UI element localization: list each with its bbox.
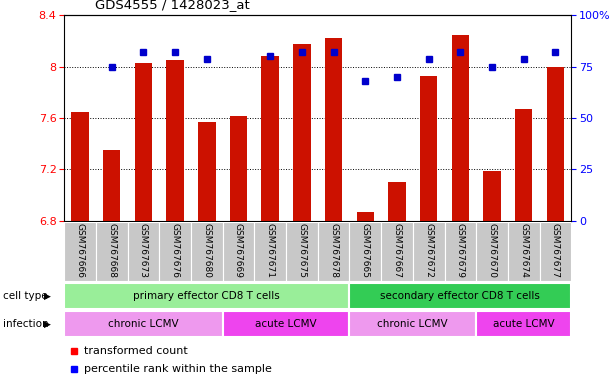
Text: acute LCMV: acute LCMV [493, 319, 555, 329]
Text: secondary effector CD8 T cells: secondary effector CD8 T cells [381, 291, 540, 301]
Text: percentile rank within the sample: percentile rank within the sample [84, 364, 273, 374]
Bar [64, 283, 349, 309]
Text: GSM767667: GSM767667 [392, 223, 401, 278]
Bar [166, 60, 184, 221]
Bar [476, 222, 508, 281]
Text: GSM767673: GSM767673 [139, 223, 148, 278]
Bar [64, 311, 222, 337]
Bar [254, 222, 286, 281]
Bar [286, 222, 318, 281]
Text: GSM767675: GSM767675 [298, 223, 306, 278]
Bar [476, 311, 571, 337]
Bar [349, 311, 476, 337]
Text: GSM767672: GSM767672 [424, 223, 433, 278]
Text: GDS4555 / 1428023_at: GDS4555 / 1428023_at [95, 0, 249, 12]
Text: GSM767669: GSM767669 [234, 223, 243, 278]
Bar [134, 63, 152, 221]
Bar [413, 222, 445, 281]
Text: infection: infection [3, 319, 49, 329]
Bar [103, 150, 120, 221]
Bar [420, 76, 437, 221]
Bar [547, 67, 564, 221]
Bar [357, 212, 374, 221]
Text: GSM767679: GSM767679 [456, 223, 465, 278]
Bar [96, 222, 128, 281]
Text: GSM767670: GSM767670 [488, 223, 497, 278]
Text: primary effector CD8 T cells: primary effector CD8 T cells [133, 291, 280, 301]
Text: acute LCMV: acute LCMV [255, 319, 317, 329]
Text: GSM767666: GSM767666 [76, 223, 84, 278]
Bar [508, 222, 540, 281]
Bar [64, 222, 96, 281]
Text: ▶: ▶ [44, 291, 51, 301]
Bar [388, 182, 406, 221]
Text: GSM767668: GSM767668 [107, 223, 116, 278]
Bar [198, 122, 216, 221]
Bar [318, 222, 349, 281]
Bar [128, 222, 159, 281]
Bar [293, 44, 310, 221]
Text: GSM767665: GSM767665 [360, 223, 370, 278]
Bar [349, 283, 571, 309]
Text: transformed count: transformed count [84, 346, 188, 356]
Bar [222, 222, 254, 281]
Text: GSM767680: GSM767680 [202, 223, 211, 278]
Bar [325, 38, 342, 221]
Bar [540, 222, 571, 281]
Text: GSM767678: GSM767678 [329, 223, 338, 278]
Text: GSM767671: GSM767671 [266, 223, 275, 278]
Bar [230, 116, 247, 221]
Bar [159, 222, 191, 281]
Bar [71, 112, 89, 221]
Bar [222, 311, 349, 337]
Text: chronic LCMV: chronic LCMV [108, 319, 178, 329]
Text: chronic LCMV: chronic LCMV [378, 319, 448, 329]
Bar [191, 222, 222, 281]
Bar [445, 222, 476, 281]
Text: ▶: ▶ [44, 319, 51, 329]
Text: cell type: cell type [3, 291, 48, 301]
Bar [381, 222, 413, 281]
Text: GSM767674: GSM767674 [519, 223, 529, 278]
Bar [452, 35, 469, 221]
Bar [349, 222, 381, 281]
Text: GSM767677: GSM767677 [551, 223, 560, 278]
Text: GSM767676: GSM767676 [170, 223, 180, 278]
Bar [483, 171, 501, 221]
Bar [262, 56, 279, 221]
Bar [515, 109, 532, 221]
